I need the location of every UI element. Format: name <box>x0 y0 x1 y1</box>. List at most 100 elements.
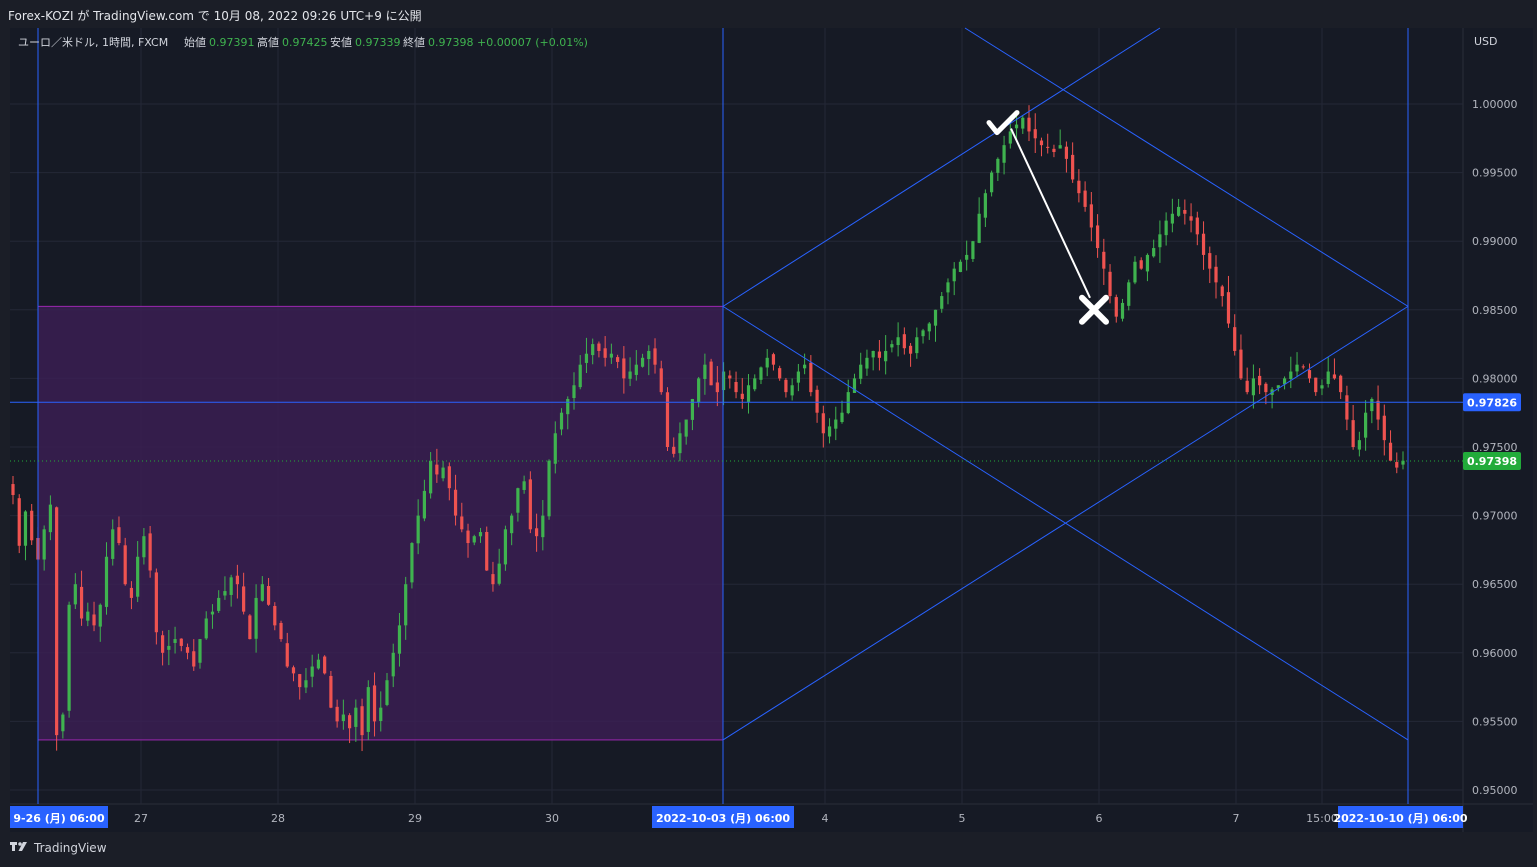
candle-body <box>815 389 819 413</box>
candle-body <box>927 323 931 332</box>
candle-body <box>391 652 395 677</box>
candle-body <box>921 330 925 337</box>
candle-body <box>746 385 751 402</box>
candle-body <box>1401 460 1405 465</box>
time-badge-mid: 2022-10-03 (月) 06:00 <box>656 812 790 825</box>
candle-body <box>697 378 701 403</box>
candle-body <box>871 350 875 358</box>
candle-body <box>67 604 71 711</box>
candle-body <box>285 643 289 667</box>
candle-body <box>1214 266 1218 283</box>
candle-body <box>273 605 277 626</box>
candle-body <box>142 536 146 558</box>
channel-line-rising-upper[interactable] <box>722 27 1161 307</box>
time-tick-label: 15:00 <box>1306 812 1338 825</box>
candle-body <box>204 618 208 639</box>
footer-brand-text: TradingView <box>34 841 107 855</box>
candle-body <box>1351 420 1355 447</box>
candle-body <box>659 368 663 393</box>
tradingview-brand[interactable]: TradingView <box>10 841 107 855</box>
candle-body <box>1220 286 1224 297</box>
time-tick-label: 29 <box>408 812 422 825</box>
candle-body <box>896 337 900 346</box>
candle-body <box>397 625 402 654</box>
candle-body <box>1339 375 1343 393</box>
candle-body <box>771 354 776 365</box>
candle-body <box>1183 209 1187 214</box>
time-tick-label: 28 <box>271 812 285 825</box>
channel-line-falling-lower[interactable] <box>722 305 1409 741</box>
candle-body <box>977 213 981 243</box>
candle-body <box>217 597 221 611</box>
channel-line-falling-upper[interactable] <box>964 27 1409 307</box>
candle-body <box>690 398 695 420</box>
candle-body <box>640 357 645 367</box>
candle-body <box>703 364 707 379</box>
marker-connector-line[interactable] <box>1010 128 1091 299</box>
candle-body <box>516 488 520 513</box>
candle-body <box>946 282 950 293</box>
candle-body <box>672 446 676 454</box>
candle-body <box>852 378 857 393</box>
candle-body <box>1332 374 1337 379</box>
axes: 1.00000 0.99500 0.99000 0.98500 0.98000 0.975… <box>10 98 1521 828</box>
candle-body <box>647 350 651 360</box>
candle-body <box>136 556 140 597</box>
candle-body <box>1195 217 1199 235</box>
candle-body <box>354 707 358 727</box>
candle-body <box>235 575 239 585</box>
candle-body <box>410 543 414 583</box>
candle-body <box>1152 248 1156 257</box>
candle-body <box>1177 206 1181 216</box>
candle-body <box>902 334 906 349</box>
candle-body <box>279 622 283 640</box>
time-badge-right-bg <box>1338 806 1463 828</box>
candle-body <box>1226 292 1231 324</box>
candle-body <box>173 639 177 643</box>
price-tick-label: 0.99000 <box>1472 235 1518 248</box>
tradingview-logo-icon <box>10 842 27 851</box>
candle-body <box>291 667 296 674</box>
horizontal-line-price-badge: 0.97826 <box>1467 396 1517 409</box>
candle-body <box>335 706 339 722</box>
candle-body <box>572 385 576 398</box>
candle-body <box>435 464 439 475</box>
candle-body <box>61 714 65 732</box>
time-tick-label: 27 <box>134 812 148 825</box>
candle-body <box>665 392 670 447</box>
legend-symbol: ユーロ／米ドル, 1時間, FXCM <box>18 36 168 49</box>
time-badge-left-bg <box>10 806 108 828</box>
candle-body <box>952 268 956 282</box>
candle-body <box>566 398 570 415</box>
candle-body <box>160 635 165 653</box>
legend-open-label: 始値 <box>184 35 206 49</box>
candle-body <box>1052 148 1056 153</box>
candle-body <box>859 364 863 379</box>
candle-body <box>1320 385 1324 389</box>
candle-body <box>117 527 121 544</box>
candle-body <box>1233 327 1237 351</box>
checkmark-icon[interactable] <box>986 110 1020 136</box>
candle-body <box>372 685 377 722</box>
candle-body <box>447 466 451 489</box>
candle-body <box>17 498 21 546</box>
candle-body <box>1120 302 1125 319</box>
cross-icon[interactable] <box>1079 294 1109 325</box>
candle-body <box>715 382 719 393</box>
candle-body <box>1382 415 1386 441</box>
price-tick-label: 1.00000 <box>1472 98 1518 111</box>
candle-body <box>578 364 582 388</box>
time-tick-label: 6 <box>1096 812 1103 825</box>
candle-body <box>198 639 202 663</box>
candle-body <box>323 656 327 674</box>
price-tick-label: 0.96500 <box>1472 578 1518 591</box>
drawings[interactable] <box>10 27 1463 804</box>
candle-body <box>1251 378 1256 396</box>
candle-body <box>597 343 601 351</box>
price-axis-background <box>1463 28 1533 804</box>
candle-body <box>803 364 807 369</box>
candle-body <box>478 532 483 537</box>
candle-body <box>510 515 514 534</box>
candle-body <box>385 680 389 705</box>
